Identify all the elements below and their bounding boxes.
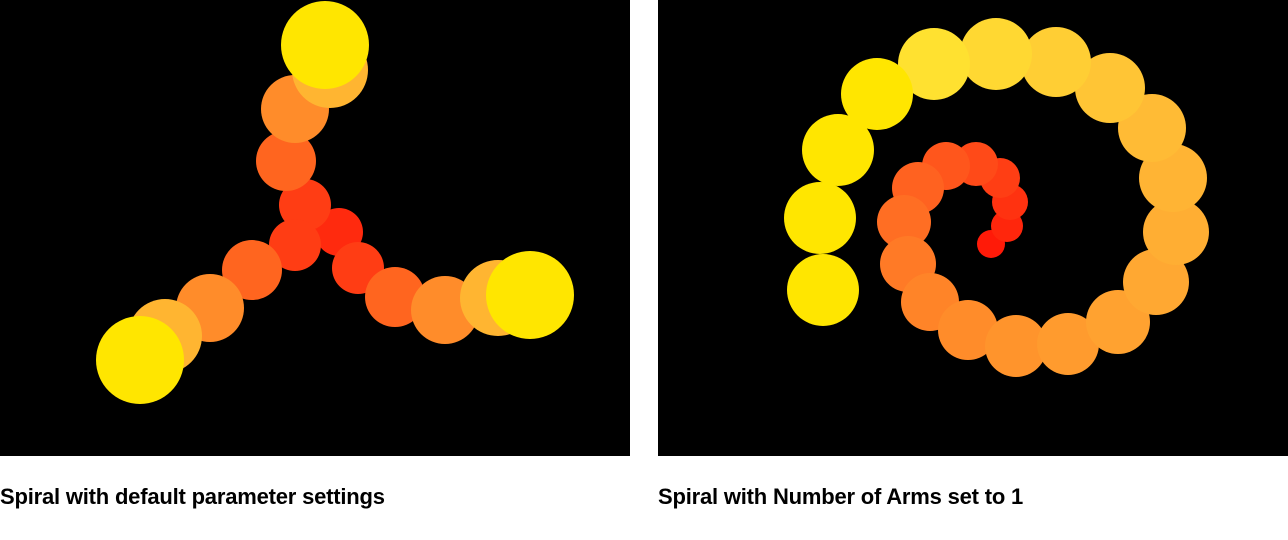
spiral-dot [787,254,859,326]
spiral-canvas-left [0,0,630,456]
comparison-container: Spiral with default parameter settings S… [0,0,1288,510]
figure-spiral-default [0,0,630,456]
spiral-dot [784,182,856,254]
figure-spiral-one-arm [658,0,1288,456]
spiral-canvas-right [658,0,1288,456]
spiral-dot [802,114,874,186]
spiral-dot [281,1,369,89]
spiral-dot [96,316,184,404]
panel-right: Spiral with Number of Arms set to 1 [658,0,1288,510]
caption-right: Spiral with Number of Arms set to 1 [658,484,1288,510]
panel-left: Spiral with default parameter settings [0,0,630,510]
spiral-dot [486,251,574,339]
caption-left: Spiral with default parameter settings [0,484,630,510]
spiral-dot [1021,27,1091,97]
spiral-dot [960,18,1032,90]
